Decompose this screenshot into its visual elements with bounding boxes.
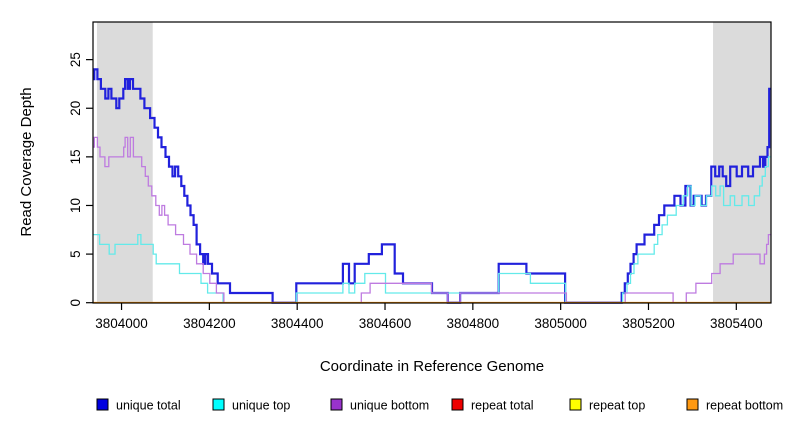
legend-swatch: [96, 398, 109, 411]
legend-swatch: [686, 398, 699, 411]
x-axis-title: Coordinate in Reference Genome: [320, 358, 544, 375]
legend-item-unique-bottom: unique bottom: [330, 398, 429, 413]
y-tick-label: 0: [68, 299, 83, 307]
series-unique-top: [93, 156, 771, 304]
x-tick-label: 3805400: [710, 316, 763, 331]
legend-label: repeat top: [589, 399, 645, 413]
legend-swatch: [451, 398, 464, 411]
y-axis-title: Read Coverage Depth: [18, 87, 35, 236]
legend-item-repeat-total: repeat total: [451, 398, 534, 413]
x-tick-label: 3804400: [271, 316, 324, 331]
series-unique-total: [93, 68, 771, 304]
left-repeat-region: [96, 22, 153, 303]
legend-item-repeat-bottom: repeat bottom: [686, 398, 783, 413]
x-tick-label: 3804600: [359, 316, 412, 331]
legend-label: unique top: [232, 399, 290, 413]
legend-swatch: [330, 398, 343, 411]
legend-item-repeat-top: repeat top: [569, 398, 645, 413]
series-unique-bottom: [93, 136, 771, 304]
legend-label: repeat bottom: [706, 399, 783, 413]
legend-item-unique-total: unique total: [96, 398, 181, 413]
legend-label: repeat total: [471, 399, 534, 413]
legend-swatch: [569, 398, 582, 411]
x-tick-label: 3804000: [95, 316, 148, 331]
plot-box: [92, 21, 772, 304]
x-tick-label: 3804800: [447, 316, 500, 331]
y-tick-label: 5: [68, 250, 83, 258]
legend-item-unique-top: unique top: [212, 398, 290, 413]
chart-legend: unique total unique top unique bottom repea…: [96, 398, 783, 413]
x-tick-label: 3805200: [622, 316, 675, 331]
y-tick-label: 20: [68, 101, 83, 116]
axis-layer: 3804000 3804200 3804400 3804600 3804800 38050…: [68, 21, 772, 331]
legend-label: unique total: [116, 399, 181, 413]
shaded-regions-layer: [96, 22, 771, 303]
y-tick-label: 15: [68, 149, 83, 164]
right-repeat-region: [713, 22, 771, 303]
series-layer: [93, 68, 771, 304]
y-tick-label: 10: [68, 198, 83, 213]
x-tick-label: 3804200: [183, 316, 236, 331]
legend-label: unique bottom: [350, 399, 429, 413]
y-tick-label: 25: [68, 52, 83, 67]
x-tick-label: 3805000: [534, 316, 587, 331]
legend-swatch: [212, 398, 225, 411]
